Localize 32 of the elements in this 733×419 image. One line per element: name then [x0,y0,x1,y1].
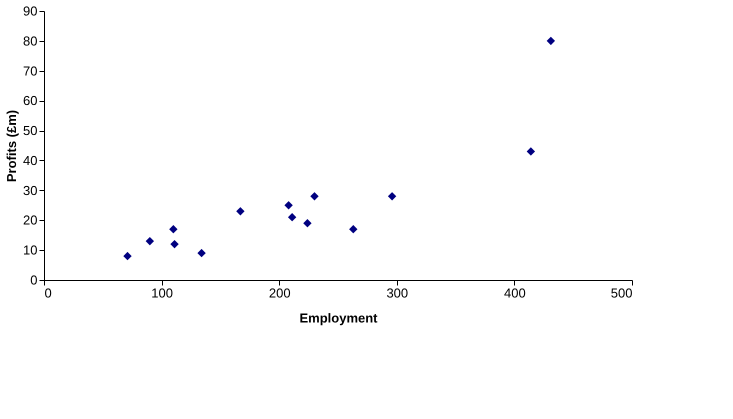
x-tick-label: 200 [268,286,291,300]
y-axis-title: Profits (£m) [4,110,20,182]
x-tick-label: 400 [504,286,526,300]
x-tick-label: 0 [44,286,52,300]
x-tick-label: 100 [151,286,173,300]
point [388,192,396,200]
point [123,252,132,260]
y-tick-label: 30 [23,182,38,198]
y-tick-label: 40 [23,152,38,168]
y-tick-label: 90 [23,4,38,18]
point [310,192,319,200]
y-tick-label: 20 [23,212,38,228]
point [288,213,296,222]
point [170,240,179,248]
point [546,36,556,46]
y-tick-label: 10 [23,242,38,258]
y-tick-label: 80 [23,33,38,48]
point [303,219,312,228]
point [526,147,536,156]
point [349,225,358,234]
point [197,248,206,258]
point [146,236,154,246]
y-tick-label: 60 [23,93,38,108]
y-tick-label: 0 [30,272,38,288]
x-tick-label: 500 [610,286,632,300]
point [169,225,178,234]
y-tick-label: 70 [23,63,38,78]
y-tick-label: 50 [23,123,38,138]
point [284,201,293,210]
point [236,207,245,216]
x-tick-label: 300 [386,286,408,300]
x-axis-title: Employment [299,310,378,326]
